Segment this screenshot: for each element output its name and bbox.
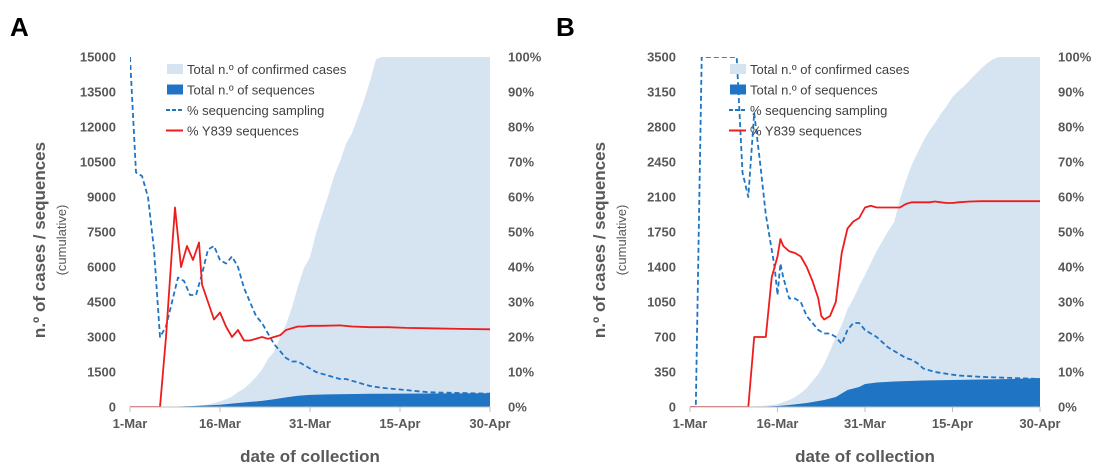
plot-area (130, 57, 490, 407)
y-left-tick-label: 2800 (647, 120, 676, 135)
y-left-tick-label: 1050 (647, 295, 676, 310)
legend-swatch (167, 84, 183, 95)
y-right-tick-label: 70% (508, 155, 534, 170)
series-y839-sequences (690, 200, 1040, 407)
y-left-tick-label: 350 (654, 365, 676, 380)
series-sequencing-sampling (130, 57, 490, 395)
series-sequencing-sampling (690, 57, 1040, 407)
y-right-tick-label: 60% (1058, 190, 1084, 205)
y-left-tick-label: 700 (654, 330, 676, 345)
y-left-tick-label: 1750 (647, 225, 676, 240)
legend-entry: % Y839 sequences (750, 124, 862, 139)
legend-swatch (167, 64, 183, 74)
series-total-n-of-sequences (130, 393, 490, 407)
y-left-tick-label: 3000 (87, 330, 116, 345)
y-left-tick-label: 4500 (87, 295, 116, 310)
x-tick-label: 31-Mar (289, 416, 331, 431)
y-right-tick-label: 10% (1058, 365, 1084, 380)
legend-entry: % sequencing sampling (187, 103, 324, 118)
legend-entry: Total n.º of confirmed cases (187, 62, 347, 77)
x-axis-label: date of collection (240, 447, 380, 466)
y-right-tick-label: 60% (508, 190, 534, 205)
y-right-tick-label: 0% (508, 400, 527, 415)
y-right-tick-label: 50% (508, 225, 534, 240)
legend-entry: Total n.º of confirmed cases (750, 62, 910, 77)
y-right-tick-label: 0% (1058, 400, 1077, 415)
y-left-tick-label: 0 (669, 400, 676, 415)
y-right-tick-label: 80% (508, 120, 534, 135)
y-left-tick-label: 0 (109, 400, 116, 415)
y-left-tick-label: 1400 (647, 260, 676, 275)
y-right-tick-label: 100% (508, 50, 542, 65)
legend: Total n.º of confirmed cases Total n.º of… (166, 62, 347, 139)
legend-entry: % sequencing sampling (750, 103, 887, 118)
x-tick-label: 30-Apr (469, 416, 510, 431)
y-left-tick-label: 1500 (87, 365, 116, 380)
y-left-tick-label: 13500 (80, 85, 116, 100)
series-y839-sequences (130, 206, 490, 407)
y-left-tick-label: 7500 (87, 225, 116, 240)
panel-letter: A (10, 12, 29, 42)
y-right-tick-label: 90% (1058, 85, 1084, 100)
y-right-tick-label: 40% (1058, 260, 1084, 275)
legend-entry: Total n.º of sequences (750, 83, 878, 98)
series-total-n-of-confirmed-cases (690, 57, 1040, 407)
y-left-tick-label: 6000 (87, 260, 116, 275)
y-right-tick-label: 90% (508, 85, 534, 100)
y-right-tick-label: 20% (508, 330, 534, 345)
y-left-tick-label: 3150 (647, 85, 676, 100)
y-axis-label: n.º of cases / sequences (30, 142, 49, 338)
y-left-tick-label: 3500 (647, 50, 676, 65)
panel-b: B 1-Mar 16-Mar 31-Mar 15-Apr 30-Apr 0 350 700 105… (556, 12, 1092, 466)
y-right-tick-label: 10% (508, 365, 534, 380)
x-tick-label: 15-Apr (379, 416, 420, 431)
y-left-tick-label: 12000 (80, 120, 116, 135)
y-left-tick-label: 2100 (647, 190, 676, 205)
y-right-tick-label: 50% (1058, 225, 1084, 240)
x-axis-label: date of collection (795, 447, 935, 466)
x-tick-label: 31-Mar (844, 416, 886, 431)
x-tick-label: 16-Mar (199, 416, 241, 431)
x-tick-label: 1-Mar (673, 416, 708, 431)
legend-swatch (730, 64, 746, 74)
y-right-tick-label: 30% (1058, 295, 1084, 310)
y-right-tick-label: 30% (508, 295, 534, 310)
y-axis-sublabel: (cumulative) (54, 205, 69, 276)
plot-area (690, 57, 1040, 407)
y-right-tick-label: 100% (1058, 50, 1092, 65)
y-left-tick-label: 2450 (647, 155, 676, 170)
series-total-n-of-confirmed-cases (130, 57, 490, 407)
panel-letter: B (556, 12, 575, 42)
series-total-n-of-sequences (690, 378, 1040, 407)
y-left-tick-label: 9000 (87, 190, 116, 205)
x-tick-label: 15-Apr (932, 416, 973, 431)
x-tick-label: 16-Mar (757, 416, 799, 431)
x-tick-label: 30-Apr (1019, 416, 1060, 431)
y-right-tick-label: 20% (1058, 330, 1084, 345)
legend-entry: % Y839 sequences (187, 124, 299, 139)
x-tick-label: 1-Mar (113, 416, 148, 431)
y-right-tick-label: 40% (508, 260, 534, 275)
legend-entry: Total n.º of sequences (187, 83, 315, 98)
legend: Total n.º of confirmed cases Total n.º of… (729, 62, 910, 139)
legend-swatch (730, 84, 746, 95)
panel-a: A 1-Mar 16-Mar 31-Mar 15-Apr 30-Apr 0 1500 3000 4… (10, 12, 542, 466)
y-right-tick-label: 70% (1058, 155, 1084, 170)
y-right-tick-label: 80% (1058, 120, 1084, 135)
y-axis-label: n.º of cases / sequences (590, 142, 609, 338)
y-axis-sublabel: (cumulative) (614, 205, 629, 276)
y-left-tick-label: 15000 (80, 50, 116, 65)
y-left-tick-label: 10500 (80, 155, 116, 170)
